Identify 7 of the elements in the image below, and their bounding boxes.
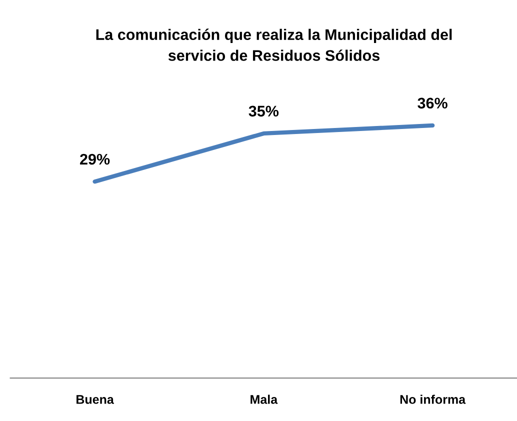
chart-title: La comunicación que realiza la Municipalidad del servicio de Residuos Sólidos	[96, 28, 452, 61]
x-tick-label: No informa	[400, 394, 466, 404]
data-label: 36%	[418, 98, 448, 109]
data-label: 29%	[80, 154, 110, 165]
data-label: 35%	[248, 106, 279, 117]
x-tick-label: Mala	[250, 394, 278, 404]
x-tick-label: Buena	[76, 395, 114, 404]
